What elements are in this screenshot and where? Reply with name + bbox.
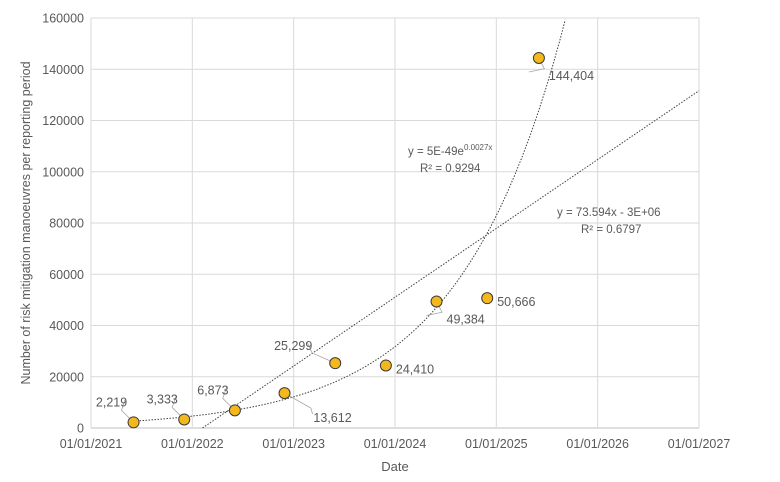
y-tick-label: 120000	[42, 114, 84, 128]
exp-trend-equation: y = 5E-49e0.0027x	[408, 143, 492, 158]
y-tick-label: 160000	[42, 12, 84, 26]
data-point	[329, 357, 342, 370]
y-tick-label: 140000	[42, 63, 84, 77]
x-tick-label: 01/01/2022	[161, 437, 224, 451]
data-point	[430, 295, 443, 308]
data-label: 25,299	[274, 339, 312, 353]
y-axis-title: Number of risk mitigation manoeuvres per…	[19, 61, 33, 384]
y-tick-label: 60000	[49, 268, 84, 282]
x-tick-label: 01/01/2026	[566, 437, 629, 451]
data-label: 50,666	[497, 295, 535, 309]
data-label: 3,333	[147, 392, 178, 406]
trendlines	[133, 19, 700, 429]
exp-trend-r2: R² = 0.9294	[420, 163, 481, 175]
linear-trendline	[202, 90, 700, 429]
x-tick-label: 01/01/2025	[465, 437, 528, 451]
data-label: 144,404	[549, 69, 594, 83]
data-point	[379, 359, 392, 372]
data-label: 2,219	[96, 395, 127, 409]
data-label: 13,612	[313, 411, 351, 425]
data-point	[278, 387, 291, 400]
data-point	[481, 292, 494, 305]
y-tick-label: 80000	[49, 217, 84, 231]
data-label: 49,384	[447, 312, 485, 326]
exponential-trendline	[133, 19, 566, 422]
linear-trend-r2: R² = 0.6797	[581, 224, 641, 236]
grid	[90, 17, 700, 429]
data-point	[127, 416, 140, 429]
y-tick-label: 100000	[42, 165, 84, 179]
y-tick-label: 0	[77, 422, 84, 436]
y-tick-label: 40000	[49, 319, 84, 333]
leader-line	[284, 392, 313, 415]
leader-line	[306, 342, 336, 364]
data-label: 24,410	[396, 362, 434, 376]
x-axis-title: Date	[381, 459, 408, 474]
data-point	[178, 413, 191, 426]
x-tick-label: 01/01/2024	[364, 437, 427, 451]
y-tick-label: 20000	[49, 370, 84, 384]
linear-trend-equation: y = 73.594x - 3E+06	[557, 207, 661, 219]
x-tick-label: 01/01/2027	[668, 437, 731, 451]
data-label: 6,873	[197, 383, 228, 397]
data-points: 2,219 3,333 6,873 13,612 25,299 24,410 49,384 5…	[96, 51, 594, 429]
data-point	[228, 404, 241, 417]
x-tick-label: 01/01/2021	[60, 437, 123, 451]
tick-labels: 0 20000 40000 60000 80000 100000 120000 140000 1…	[42, 12, 730, 452]
x-tick-label: 01/01/2023	[262, 437, 325, 451]
data-point	[532, 51, 545, 64]
